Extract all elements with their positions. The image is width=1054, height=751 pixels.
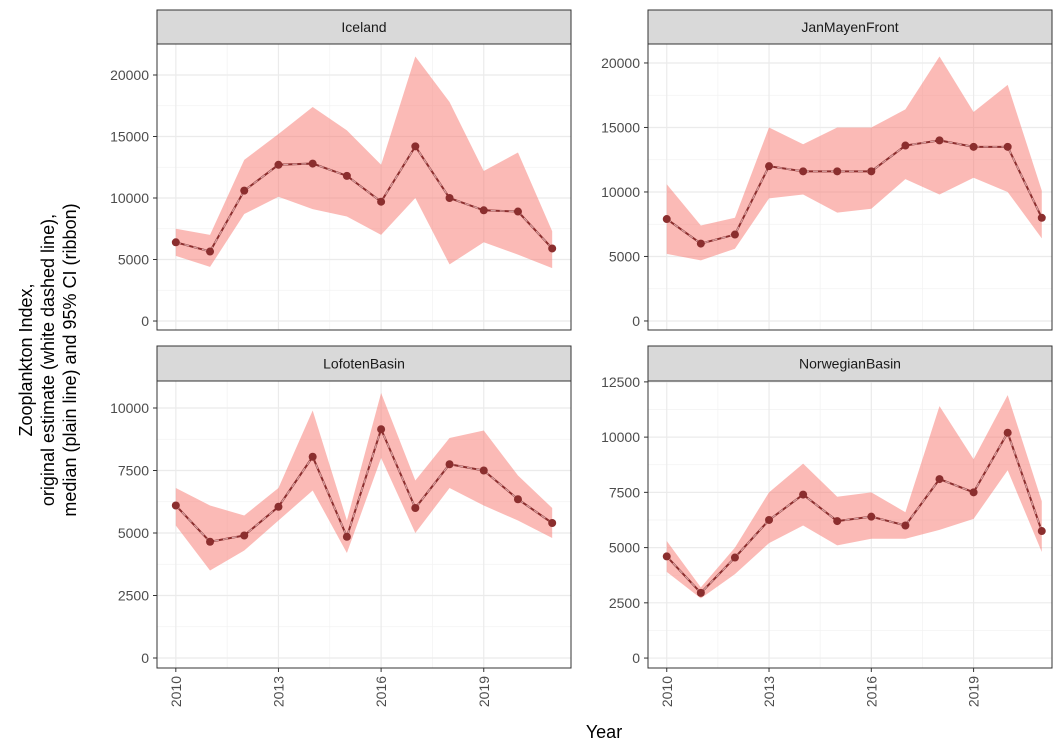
point <box>513 207 522 216</box>
point <box>274 502 283 511</box>
y-tick-label: 0 <box>632 650 640 666</box>
strip <box>156 9 572 45</box>
point <box>206 537 215 546</box>
x-tick-label: 2010 <box>168 676 184 707</box>
panel-title: Iceland <box>341 19 386 35</box>
panel-title: JanMayenFront <box>801 19 898 35</box>
point <box>240 186 249 195</box>
strip <box>647 9 1053 45</box>
point <box>867 167 876 176</box>
point <box>1003 142 1012 151</box>
estimate-line <box>175 145 553 253</box>
point <box>308 452 317 461</box>
panel-title: NorwegianBasin <box>799 356 901 372</box>
y-tick-label: 0 <box>141 650 149 666</box>
x-tick-label: 2010 <box>659 676 675 707</box>
y-tick-label: 7500 <box>118 463 149 479</box>
point <box>662 552 671 561</box>
panel-title: LofotenBasin <box>323 356 405 372</box>
point <box>240 531 249 540</box>
point <box>342 171 351 180</box>
y-tick-label: 5000 <box>118 525 149 541</box>
point <box>308 159 317 168</box>
point <box>833 167 842 176</box>
point <box>513 495 522 504</box>
y-tick-label: 7500 <box>609 484 640 500</box>
x-tick-label: 2013 <box>270 676 286 707</box>
y-tick-label: 20000 <box>110 67 149 83</box>
x-tick-label: 2016 <box>373 676 389 707</box>
y-tick-label: 15000 <box>110 129 149 145</box>
point <box>206 247 215 256</box>
estimate-line <box>175 427 553 543</box>
strip <box>647 345 1053 382</box>
point <box>377 197 386 206</box>
point <box>765 162 774 171</box>
y-tick-label: 10000 <box>110 190 149 206</box>
y-axis-title: original estimate (white dashed line), <box>38 214 58 506</box>
point <box>730 230 739 239</box>
ci-ribbon <box>666 395 1042 599</box>
point <box>901 141 910 150</box>
point <box>479 466 488 475</box>
point <box>377 425 386 434</box>
y-tick-label: 2500 <box>609 595 640 611</box>
point <box>799 167 808 176</box>
point <box>662 215 671 224</box>
y-tick-label: 20000 <box>601 55 640 71</box>
point <box>445 460 454 469</box>
point <box>1003 428 1012 437</box>
x-tick-label: 2019 <box>966 676 982 707</box>
x-axis-title: Year <box>586 722 622 742</box>
point <box>342 532 351 541</box>
y-tick-label: 0 <box>141 313 149 329</box>
y-tick-label: 10000 <box>110 400 149 416</box>
y-tick-label: 10000 <box>601 184 640 200</box>
estimate-line <box>666 431 1043 594</box>
point <box>867 512 876 521</box>
ci-ribbon <box>666 56 1042 261</box>
point <box>411 504 420 512</box>
estimate-line <box>666 139 1043 245</box>
y-axis-title: median (plain line) and 95% CI (ribbon) <box>60 203 80 516</box>
point <box>445 194 454 203</box>
y-tick-label: 5000 <box>609 248 640 264</box>
point <box>935 475 944 484</box>
point <box>411 142 420 151</box>
point <box>1037 527 1046 536</box>
y-tick-label: 0 <box>632 313 640 329</box>
point <box>969 488 978 497</box>
point <box>548 519 557 527</box>
point <box>935 136 944 145</box>
point <box>1037 213 1046 222</box>
ci-ribbon <box>175 56 553 269</box>
point <box>730 553 739 562</box>
y-tick-label: 5000 <box>118 252 149 268</box>
point <box>901 521 910 530</box>
point <box>696 239 705 248</box>
point <box>799 490 808 499</box>
point <box>479 206 488 215</box>
strip <box>156 345 572 382</box>
y-tick-label: 10000 <box>601 429 640 445</box>
point <box>171 238 180 247</box>
point <box>548 244 557 253</box>
y-tick-label: 15000 <box>601 119 640 135</box>
point <box>969 142 978 151</box>
y-axis-title: Zooplankton Index, <box>16 283 36 436</box>
point <box>833 517 842 526</box>
y-tick-label: 5000 <box>609 540 640 556</box>
point <box>274 160 283 169</box>
x-tick-label: 2016 <box>863 676 879 707</box>
x-tick-label: 2013 <box>761 676 777 707</box>
x-tick-label: 2019 <box>476 676 492 707</box>
y-tick-label: 2500 <box>118 588 149 604</box>
point <box>171 501 180 510</box>
y-tick-label: 12500 <box>601 374 640 390</box>
point <box>696 588 705 597</box>
point <box>765 515 774 524</box>
